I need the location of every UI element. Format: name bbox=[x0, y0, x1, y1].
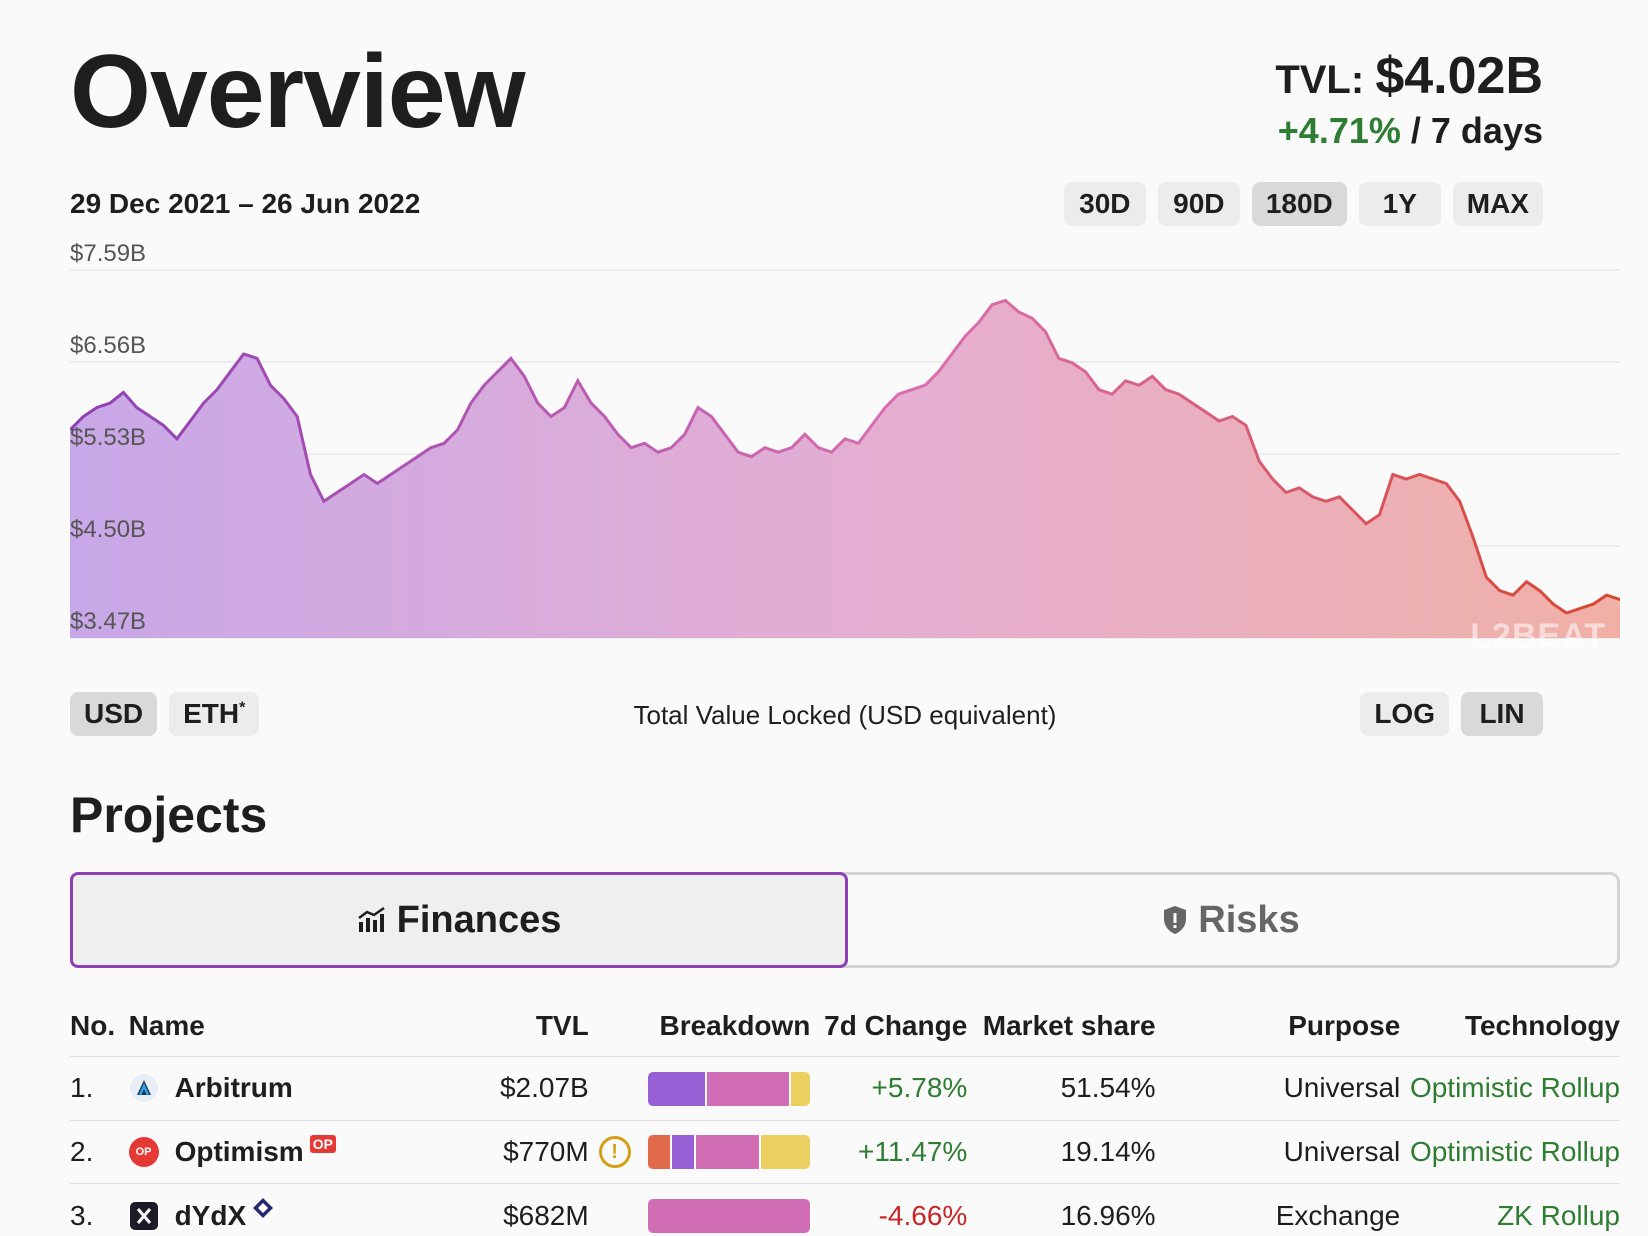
tvl-cell: $2.07B bbox=[442, 1056, 589, 1121]
technology-link[interactable]: ZK Rollup bbox=[1400, 1183, 1620, 1236]
tvl-chart[interactable]: $7.59B $6.56B $5.53B $4.50B $3.47B L2BEA… bbox=[70, 240, 1620, 670]
project-name[interactable]: Optimism bbox=[174, 1135, 304, 1167]
table-row[interactable]: 2. OP Optimism OP $770M ! +11.47% 19 bbox=[70, 1120, 1620, 1185]
header-technology: Technology bbox=[1400, 1000, 1620, 1057]
header-7d-change: 7d Change bbox=[810, 1000, 968, 1057]
projects-table: No. Name TVL Breakdown 7d Change Market … bbox=[70, 1000, 1620, 1236]
optimism-logo-icon: OP bbox=[128, 1136, 159, 1167]
breakdown-bar bbox=[648, 1198, 811, 1233]
header-market-share: Market share bbox=[967, 1000, 1156, 1057]
lin-button[interactable]: LIN bbox=[1461, 692, 1543, 736]
tab-finances[interactable]: Finances bbox=[70, 872, 848, 968]
row-number: 1. bbox=[70, 1056, 129, 1121]
usd-button[interactable]: USD bbox=[70, 692, 158, 736]
project-name-cell[interactable]: OP Optimism OP bbox=[128, 1120, 443, 1185]
market-share-cell: 16.96% bbox=[967, 1183, 1156, 1236]
eth-footnote-mark: * bbox=[239, 699, 246, 717]
header-breakdown: Breakdown bbox=[588, 1000, 811, 1057]
row-number: 2. bbox=[70, 1120, 129, 1185]
header-tvl: TVL bbox=[442, 1000, 589, 1057]
tvl-change-period: / 7 days bbox=[1410, 110, 1543, 151]
project-name-cell[interactable]: dYdX bbox=[128, 1183, 443, 1236]
period-90d-button[interactable]: 90D bbox=[1157, 182, 1240, 226]
breakdown-bar bbox=[648, 1135, 811, 1170]
tab-risks-label: Risks bbox=[1198, 898, 1300, 941]
breakdown-bar bbox=[648, 1071, 811, 1106]
breakdown-cell: ! bbox=[588, 1120, 811, 1185]
period-30d-button[interactable]: 30D bbox=[1063, 182, 1146, 226]
header-no: No. bbox=[70, 1000, 129, 1057]
technology-link[interactable]: Optimistic Rollup bbox=[1400, 1056, 1620, 1121]
period-180d-button[interactable]: 180D bbox=[1251, 182, 1347, 226]
purpose-cell: Universal bbox=[1155, 1120, 1401, 1185]
y-axis-label: $7.59B bbox=[70, 240, 147, 267]
tvl-value: $4.02B bbox=[1375, 47, 1543, 105]
breakdown-cell bbox=[588, 1056, 811, 1121]
purpose-cell: Universal bbox=[1155, 1056, 1401, 1121]
market-share-cell: 51.54% bbox=[967, 1056, 1156, 1121]
l2beat-watermark: L2BEAT bbox=[1470, 617, 1606, 655]
scale-selector: LOG LIN bbox=[1360, 692, 1543, 736]
project-tabs: Finances Risks bbox=[70, 872, 1620, 968]
change-cell: +5.78% bbox=[810, 1056, 968, 1121]
eth-button[interactable]: ETH* bbox=[169, 692, 260, 736]
table-header-row: No. Name TVL Breakdown 7d Change Market … bbox=[70, 1000, 1620, 1057]
period-1y-button[interactable]: 1Y bbox=[1358, 182, 1441, 226]
tab-risks[interactable]: Risks bbox=[845, 875, 1617, 965]
y-axis-label: $5.53B bbox=[70, 424, 147, 451]
change-cell: +11.47% bbox=[810, 1120, 968, 1185]
tvl-cell: $770M bbox=[442, 1120, 589, 1185]
row-number: 3. bbox=[70, 1183, 129, 1236]
market-share-cell: 19.14% bbox=[967, 1120, 1156, 1185]
project-name[interactable]: Arbitrum bbox=[174, 1072, 293, 1104]
tvl-area bbox=[70, 300, 1620, 638]
period-max-button[interactable]: MAX bbox=[1452, 182, 1543, 226]
projects-heading: Projects bbox=[70, 787, 268, 843]
tab-finances-label: Finances bbox=[396, 898, 562, 941]
tvl-change: +4.71% bbox=[1277, 110, 1401, 151]
y-axis-label: $4.50B bbox=[70, 516, 147, 543]
log-button[interactable]: LOG bbox=[1360, 692, 1449, 736]
shield-icon bbox=[1164, 906, 1187, 934]
technology-link[interactable]: Optimistic Rollup bbox=[1400, 1120, 1620, 1185]
table-row[interactable]: 3. dYdX $682M bbox=[70, 1183, 1620, 1236]
header-purpose: Purpose bbox=[1155, 1000, 1401, 1057]
currency-selector: USD ETH* bbox=[70, 692, 260, 736]
op-token-badge: OP bbox=[309, 1134, 336, 1153]
y-axis-label: $3.47B bbox=[70, 608, 147, 635]
header-name: Name bbox=[128, 1000, 443, 1057]
period-selector: 30D 90D 180D 1Y MAX bbox=[1063, 182, 1543, 226]
tvl-cell: $682M bbox=[442, 1183, 589, 1236]
tvl-label: TVL: bbox=[1275, 58, 1365, 102]
arbitrum-logo-icon bbox=[129, 1074, 158, 1103]
page-title: Overview bbox=[70, 34, 526, 150]
date-range: 29 Dec 2021 – 26 Jun 2022 bbox=[70, 188, 421, 219]
eth-button-label: ETH bbox=[183, 698, 240, 729]
project-name[interactable]: dYdX bbox=[174, 1199, 247, 1231]
dydx-logo-icon bbox=[129, 1201, 158, 1230]
tvl-chart-svg bbox=[70, 269, 1620, 639]
y-axis-label: $6.56B bbox=[70, 332, 147, 359]
tvl-summary: TVL: $4.02B +4.71% / 7 days bbox=[1275, 50, 1543, 152]
change-cell: -4.66% bbox=[810, 1183, 968, 1236]
purpose-cell: Exchange bbox=[1155, 1183, 1401, 1236]
table-row[interactable]: 1. Arbitrum $2.07B + bbox=[70, 1056, 1620, 1121]
finances-chart-icon bbox=[357, 906, 385, 932]
chart-caption: Total Value Locked (USD equivalent) bbox=[633, 700, 1057, 730]
project-name-cell[interactable]: Arbitrum bbox=[128, 1056, 443, 1121]
starkware-badge-icon bbox=[253, 1197, 274, 1218]
tvl-line bbox=[70, 298, 1620, 615]
warning-icon[interactable]: ! bbox=[598, 1136, 631, 1169]
breakdown-cell bbox=[588, 1183, 811, 1236]
